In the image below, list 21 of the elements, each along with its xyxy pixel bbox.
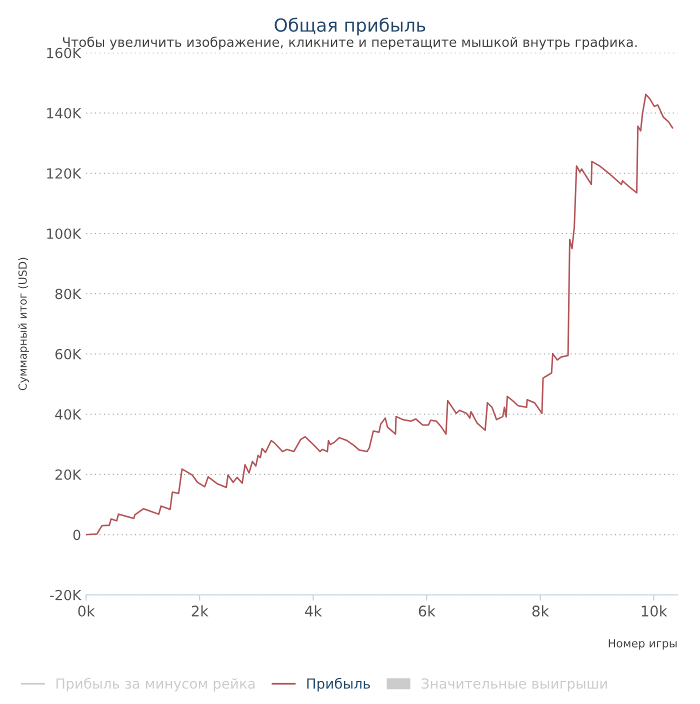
y-tick-label: 40K [55,409,82,420]
legend-label: Прибыль [307,678,370,692]
x-tick-label: 2k [192,605,208,616]
x-tick-label: 6k [418,605,436,617]
x-axis-title: Номер игры [608,639,677,650]
y-tick-label: 0 [73,530,80,540]
x-tick-label: 4k [305,605,322,616]
x-tick-label: 10k [642,605,668,617]
y-tick-label: 140K [47,108,82,119]
y-tick-label: 120K [47,168,82,179]
y-tick-label: 20K [55,469,82,480]
line-series [86,94,674,536]
y-tick-label: -20K [50,590,82,600]
y-tick-label: 100K [47,228,82,239]
y-axis-title: Суммарный итог (USD) [18,258,29,390]
y-tick-label: 160K [47,48,82,58]
chart-title: Общая прибыль [274,18,426,36]
x-tick-label: 8k [532,605,550,617]
y-tick-label: 60K [55,348,82,360]
x-tick-label: 0k [78,605,95,617]
y-tick-label: 80K [55,288,82,300]
